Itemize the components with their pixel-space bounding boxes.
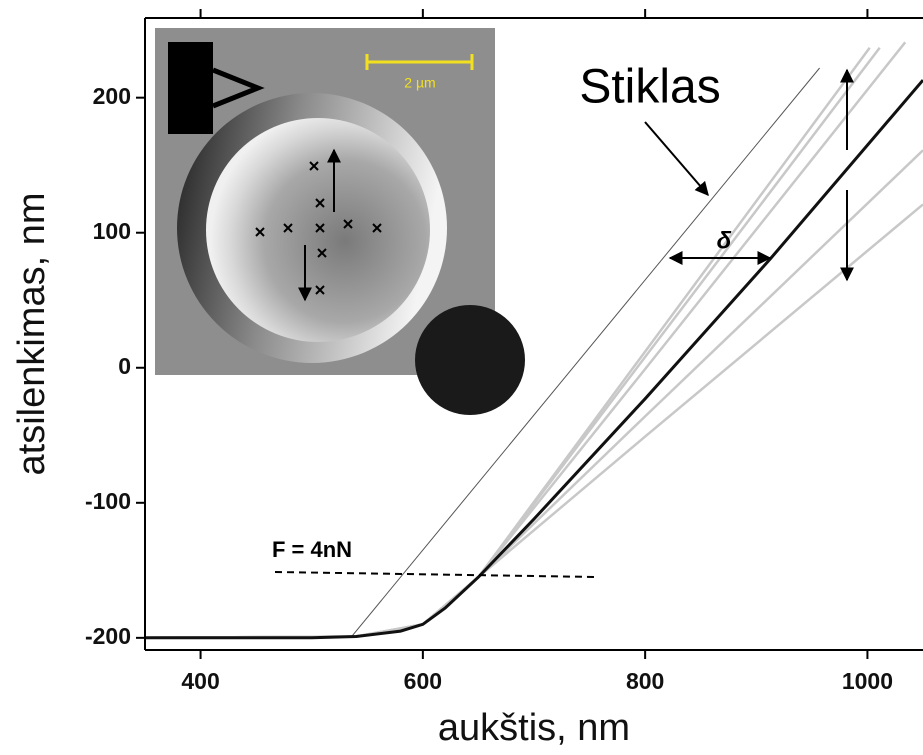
y-tick-label: 0 [118,353,131,379]
delta-label: δ [717,227,732,254]
y-tick-label: 100 [93,218,131,244]
inset-scale-bar [365,54,474,70]
y-tick-label: -200 [85,623,131,649]
x-tick-label: 400 [181,668,219,694]
inset-tip [212,67,265,109]
axes [144,17,923,651]
inset-cantilever [168,42,213,134]
y-tick-label: -100 [85,488,131,514]
inset-crosses [255,161,382,295]
glass-label: Stiklas [579,61,720,114]
series-line [145,79,923,640]
inset-image: 2 µm [155,28,525,415]
glass-arrow [644,121,709,197]
series-group [144,41,923,640]
y-tick-label: 200 [93,83,131,109]
force-label: F = 4nN [272,537,352,562]
series-line [350,67,820,639]
force-line [274,571,596,578]
x-tick-label: 600 [404,668,442,694]
x-tick-label: 1000 [842,668,893,694]
x-axis-title: aukštis, nm [438,707,630,749]
inset-scale-label: 2 µm [404,75,435,91]
inset-blob [415,305,525,415]
y-axis-title: atsilenkimas, nm [11,193,53,476]
x-tick-label: 800 [626,668,664,694]
